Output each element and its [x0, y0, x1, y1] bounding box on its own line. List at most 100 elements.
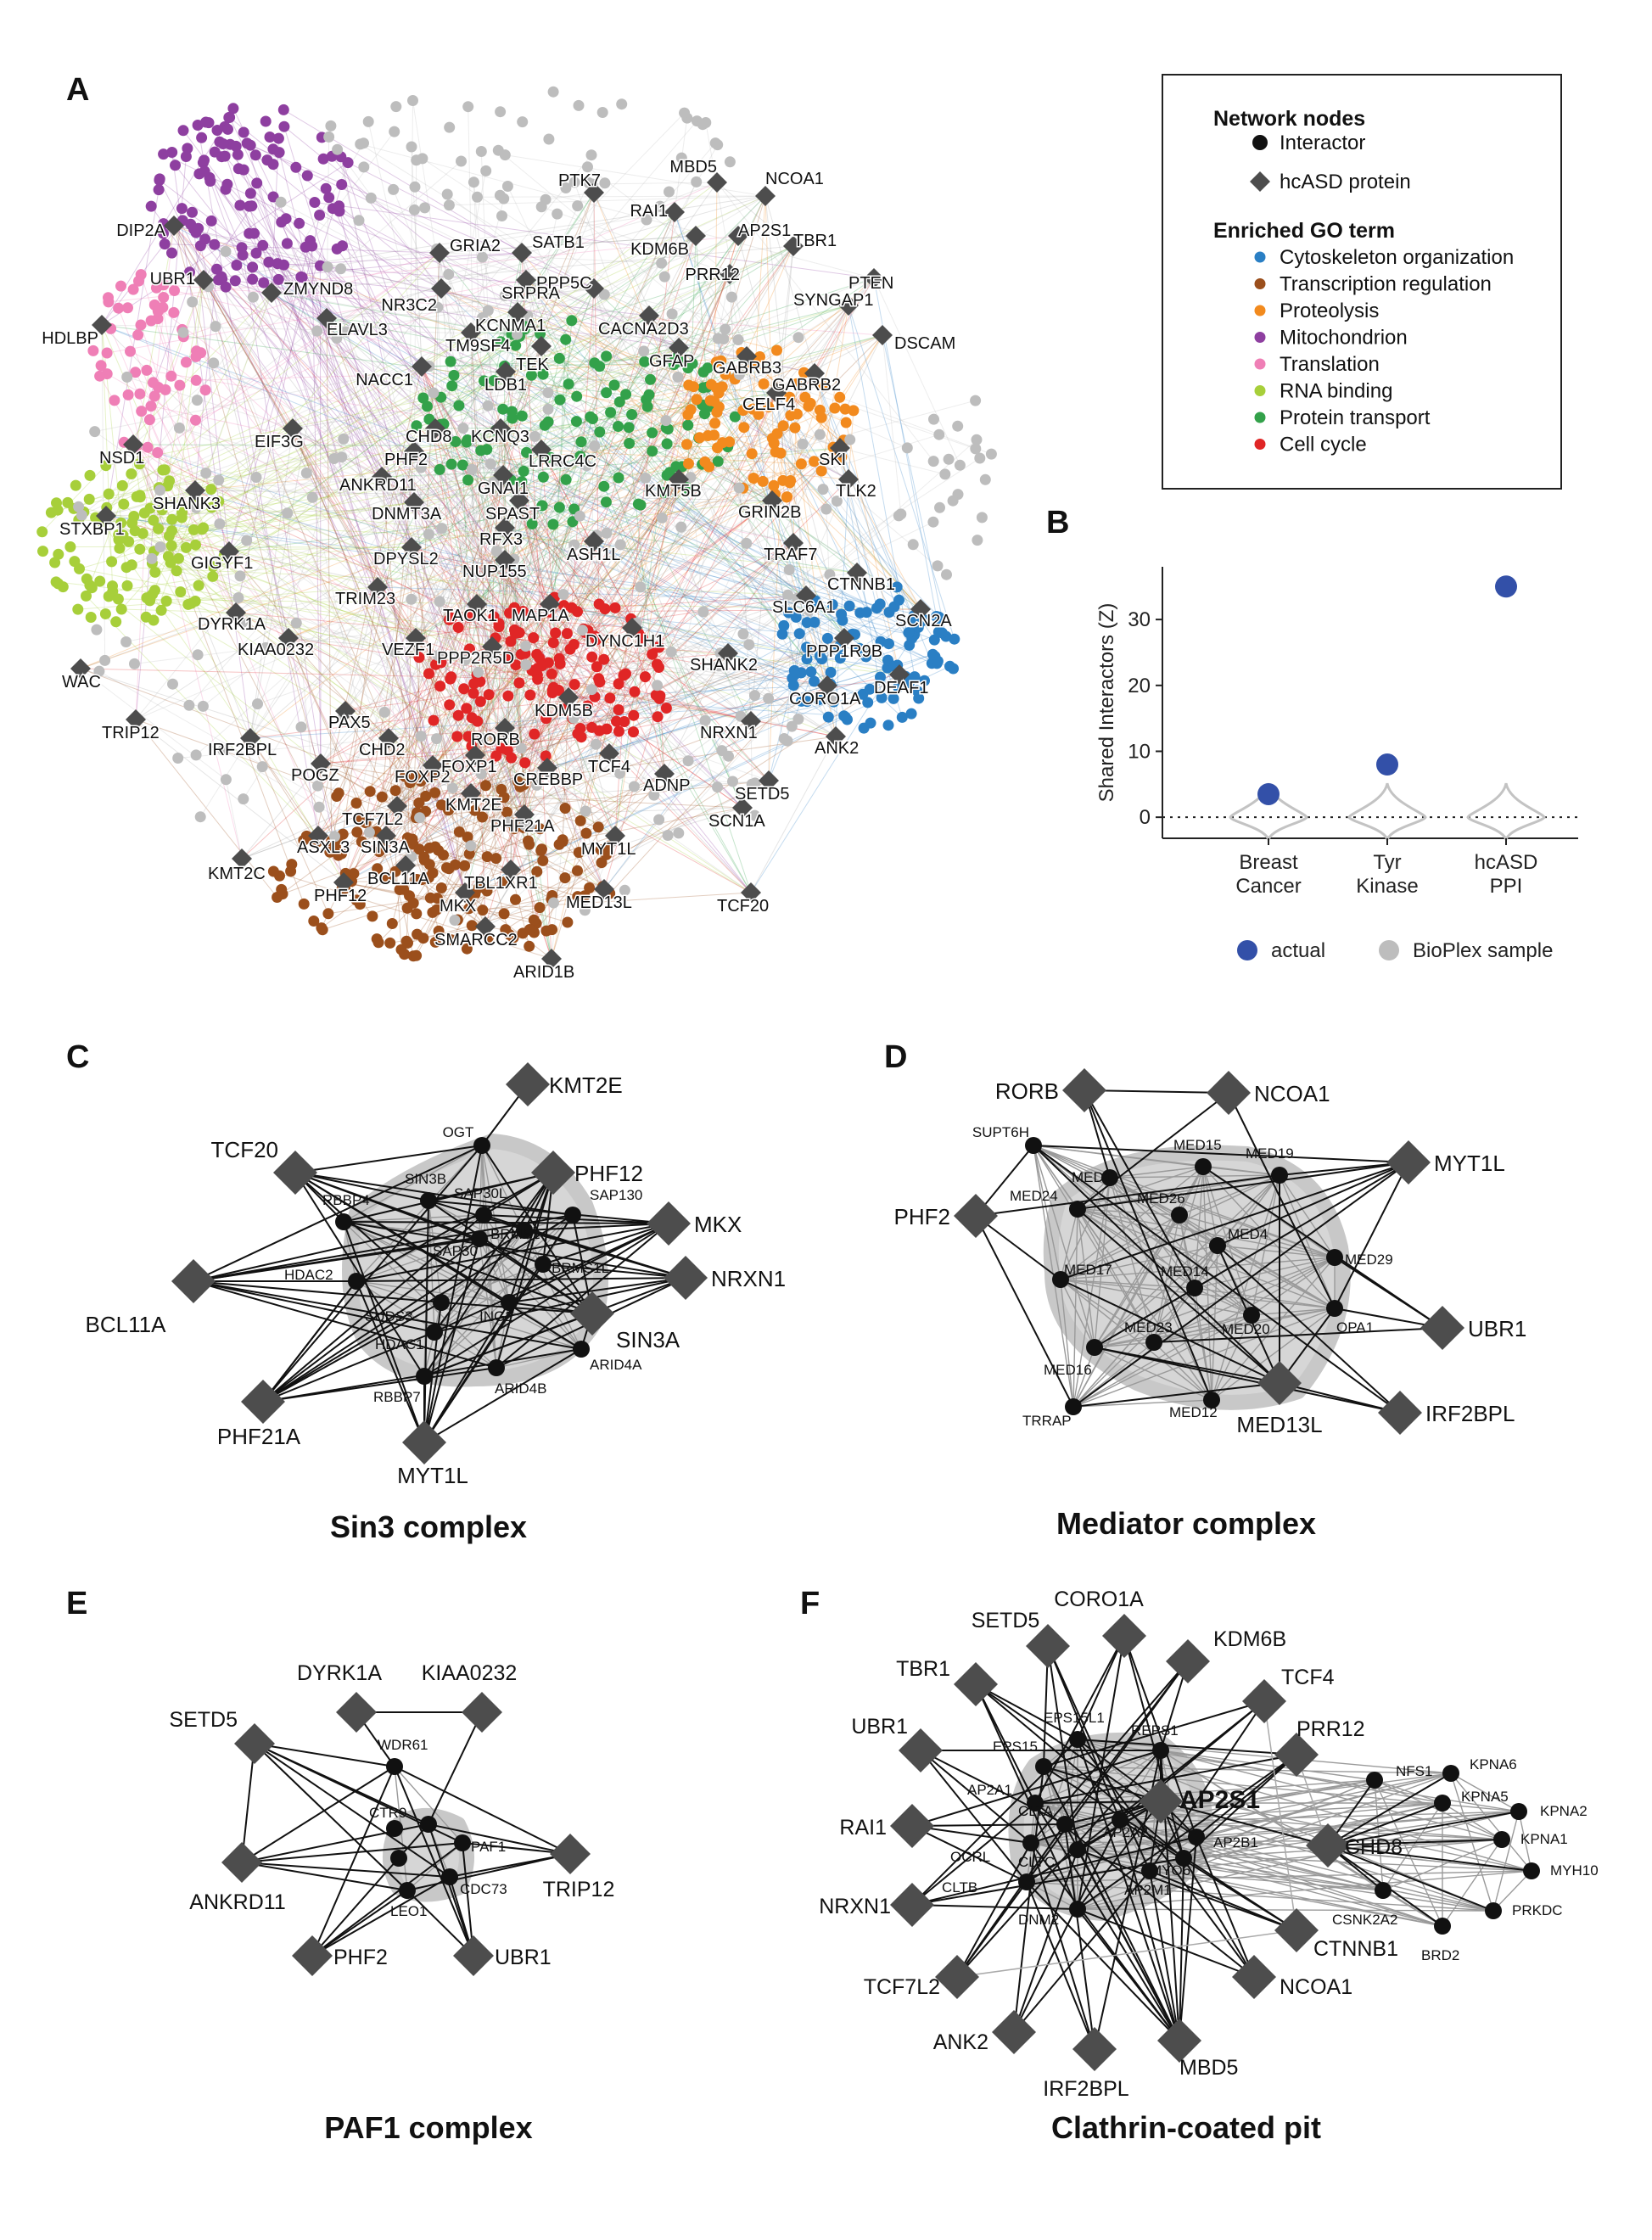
- hcasd-edge: [423, 1145, 483, 1443]
- network-edge: [176, 570, 493, 647]
- network-edge: [502, 213, 558, 476]
- interactor-node: [173, 552, 184, 564]
- network-edge: [518, 500, 552, 613]
- interactor-node: [932, 560, 944, 572]
- network-edge: [377, 586, 412, 857]
- hcasd-label: BCL11A: [86, 1312, 167, 1337]
- interactor-node: [423, 529, 434, 540]
- interactor-node: [227, 103, 239, 115]
- network-edge: [501, 542, 794, 790]
- network-edge: [235, 315, 650, 613]
- hcasd-node-slc6a1: [796, 585, 816, 606]
- hcasd-label: ARID1B: [513, 963, 574, 982]
- network-edge: [440, 397, 552, 960]
- hcasd-edge: [975, 1683, 1078, 1910]
- network-edge: [577, 611, 770, 781]
- hcasd-edge: [1077, 1739, 1162, 1802]
- interactor-node: [445, 458, 457, 470]
- interactor-node: [251, 177, 263, 189]
- network-edge: [148, 419, 237, 613]
- network-edge: [608, 632, 943, 754]
- interactor-node: [70, 479, 81, 491]
- interactor-node: [598, 288, 610, 300]
- interactor-node: [480, 780, 491, 792]
- network-edge: [132, 444, 342, 854]
- network-edge: [135, 719, 603, 888]
- hcasd-node-kmt2e: [506, 1062, 550, 1106]
- y-axis-label: Shared Interactors (Z): [1095, 603, 1118, 803]
- hcasd-label: ZMYND8: [283, 280, 353, 299]
- hcasd-label: ANK2: [933, 2030, 988, 2054]
- network-edge: [320, 763, 406, 777]
- network-edge: [549, 356, 608, 605]
- interactor-node: [187, 296, 199, 308]
- network-edge: [608, 647, 839, 754]
- interactor-node: [691, 394, 703, 406]
- hcasd-label: WAC: [62, 673, 101, 692]
- network-edge: [574, 392, 777, 645]
- network-edge: [415, 468, 422, 639]
- interactor-node: [351, 826, 363, 838]
- interactor-node: [524, 940, 535, 952]
- hcasd-edge: [1034, 1635, 1125, 1804]
- interactor-node: [408, 204, 420, 216]
- interactor-node: [170, 160, 181, 171]
- network-edge: [105, 515, 925, 621]
- network-edge: [705, 122, 748, 357]
- interactor-node: [805, 666, 817, 678]
- hcasd-node-phf12: [333, 872, 354, 893]
- interactor-node: [325, 120, 337, 132]
- interactor-node: [247, 261, 259, 273]
- interactor-node: [99, 608, 111, 619]
- interactor-node: [384, 937, 396, 949]
- hcasd-node-syngap1: [838, 295, 859, 316]
- network-edge: [292, 428, 435, 775]
- interactor-node: [803, 400, 815, 412]
- hcasd-node-nsd1: [123, 434, 143, 455]
- interactor-node: [311, 325, 323, 337]
- interactor-node: [619, 716, 630, 727]
- interactor-node: [724, 436, 736, 448]
- interactor-node: [970, 395, 982, 406]
- network-edge: [228, 334, 883, 552]
- network-edge: [496, 392, 777, 552]
- interactor-edge: [1043, 1766, 1452, 1774]
- network-edge: [377, 416, 591, 588]
- hcasd-label: AP2S1: [1179, 1786, 1260, 1814]
- hcasd-edge: [1217, 1162, 1409, 1246]
- interactor-node: [220, 774, 232, 786]
- network-edge: [568, 521, 934, 698]
- interactor-node-kpna2: [1510, 1803, 1527, 1820]
- interactor-node: [474, 696, 486, 708]
- network-edge: [421, 366, 617, 722]
- network-edge: [250, 144, 595, 289]
- interactor-node: [553, 652, 565, 664]
- interactor-node: [298, 898, 310, 910]
- interactor-node: [84, 469, 96, 481]
- interactor-label: SUPT6H: [972, 1124, 1029, 1140]
- hcasd-label: PPP5C: [536, 274, 592, 293]
- hcasd-label: SETD5: [735, 785, 789, 804]
- hcasd-label: TBL1XR1: [464, 874, 538, 893]
- hcasd-edge: [1047, 1645, 1078, 1851]
- hcasd-label: TCF7L2: [864, 1975, 940, 1999]
- interactor-node: [893, 594, 904, 606]
- interactor-node-dnm2: [1069, 1901, 1086, 1918]
- interactor-node: [502, 690, 514, 702]
- interactor-node: [593, 673, 605, 685]
- interactor-node: [93, 665, 105, 677]
- interactor-node: [468, 687, 479, 699]
- interactor-edge: [1033, 1145, 1061, 1280]
- interactor-node: [153, 523, 165, 535]
- interactor-node: [557, 589, 569, 600]
- interactor-node: [207, 561, 219, 573]
- panel-label-d: D: [884, 1039, 907, 1075]
- interactor-label: DNM2: [1018, 1912, 1059, 1928]
- hcasd-node-prr12: [1274, 1733, 1319, 1777]
- interactor-node: [817, 380, 829, 392]
- interactor-node: [749, 809, 761, 821]
- interactor-node: [152, 447, 164, 458]
- interactor-edge: [1030, 1842, 1443, 1927]
- network-edge: [395, 474, 504, 791]
- hcasd-edge: [434, 1277, 686, 1333]
